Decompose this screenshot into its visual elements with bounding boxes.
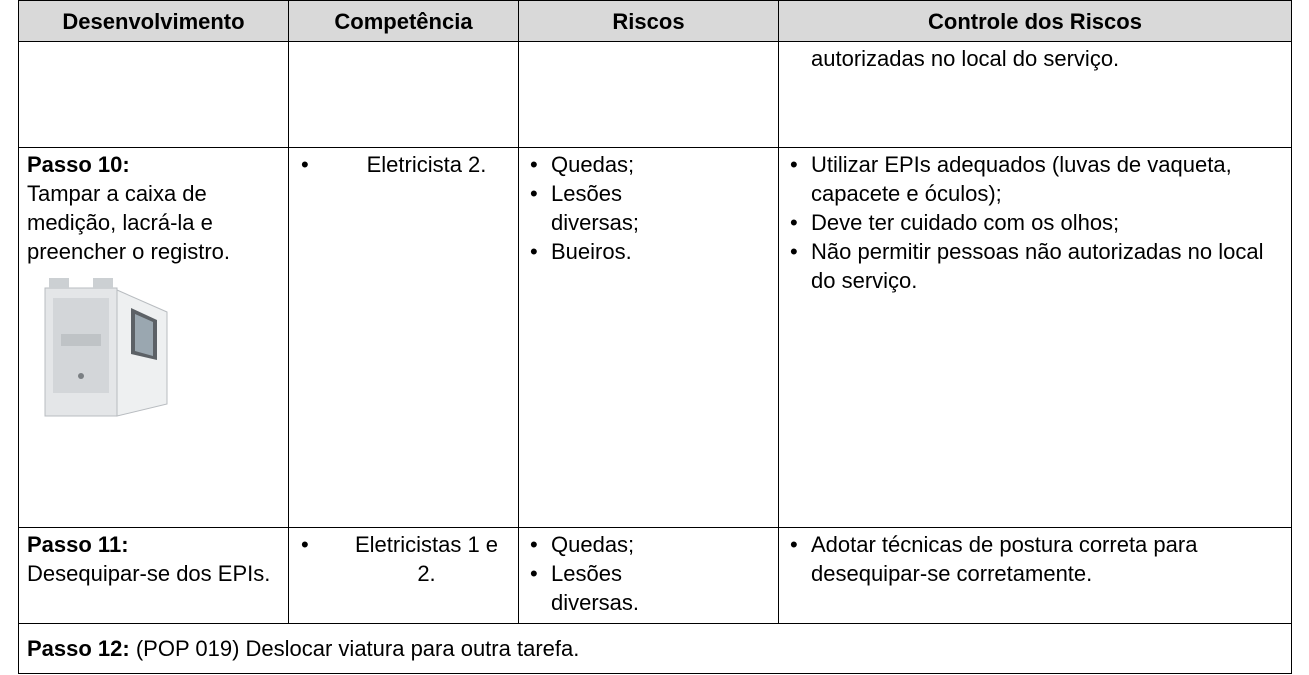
cell: autorizadas no local do serviço. <box>778 41 1292 148</box>
list-item: Eletricista 2. <box>297 150 510 179</box>
row: Passo 12: (POP 019) Deslocar viatura par… <box>18 623 1292 674</box>
column-header: Riscos <box>518 0 779 42</box>
row: autorizadas no local do serviço. <box>18 41 1292 148</box>
list-item: Eletricistas 1 e 2. <box>297 530 510 588</box>
list-item: Não permitir pessoas não autorizadas no … <box>787 237 1283 295</box>
step-label: Passo 11: <box>27 532 129 557</box>
cell: Eletricistas 1 e 2. <box>288 527 519 624</box>
cell: Eletricista 2. <box>288 147 519 528</box>
cell: Quedas; Lesões diversas. <box>518 527 779 624</box>
risk-table: Desenvolvimento Competência Riscos Contr… <box>18 0 1292 674</box>
column-header: Desenvolvimento <box>18 0 289 42</box>
cell <box>518 41 779 148</box>
list-item: Lesões diversas; <box>527 179 701 237</box>
cell: Utilizar EPIs adequados (luvas de vaquet… <box>778 147 1292 528</box>
meter-box-image <box>44 278 168 417</box>
step-label: Passo 12: <box>27 636 130 661</box>
list-item: Bueiros. <box>527 237 701 266</box>
cell: Passo 10: Tampar a caixa de medição, lac… <box>18 147 289 528</box>
item-text: Eletricistas 1 e 2. <box>354 532 499 586</box>
list-item: Utilizar EPIs adequados (luvas de vaquet… <box>787 150 1283 208</box>
list-item: Quedas; <box>527 150 701 179</box>
row: Passo 10: Tampar a caixa de medição, lac… <box>18 147 1292 528</box>
row: Passo 11: Desequipar-se dos EPIs. Eletri… <box>18 527 1292 624</box>
step-description: Desequipar-se dos EPIs. <box>27 561 271 586</box>
item-text: Eletricista 2. <box>366 152 487 177</box>
cell <box>18 41 289 148</box>
column-header: Competência <box>288 0 519 42</box>
list-item: Deve ter cuidado com os olhos; <box>787 208 1283 237</box>
list-item: Quedas; <box>527 530 701 559</box>
cell: Quedas; Lesões diversas; Bueiros. <box>518 147 779 528</box>
continued-text: autorizadas no local do serviço. <box>811 46 1120 71</box>
list-item: Adotar técnicas de postura correta para … <box>787 530 1283 588</box>
list-item: Lesões diversas. <box>527 559 701 617</box>
cell: Adotar técnicas de postura correta para … <box>778 527 1292 624</box>
step-label: Passo 10: <box>27 152 130 177</box>
cell <box>288 41 519 148</box>
cell: Passo 12: (POP 019) Deslocar viatura par… <box>18 623 1292 674</box>
column-header: Controle dos Riscos <box>778 0 1292 42</box>
step-description: (POP 019) Deslocar viatura para outra ta… <box>135 636 580 661</box>
header-row: Desenvolvimento Competência Riscos Contr… <box>18 0 1292 42</box>
cell: Passo 11: Desequipar-se dos EPIs. <box>18 527 289 624</box>
step-description: Tampar a caixa de medição, lacrá-la e pr… <box>27 181 230 264</box>
